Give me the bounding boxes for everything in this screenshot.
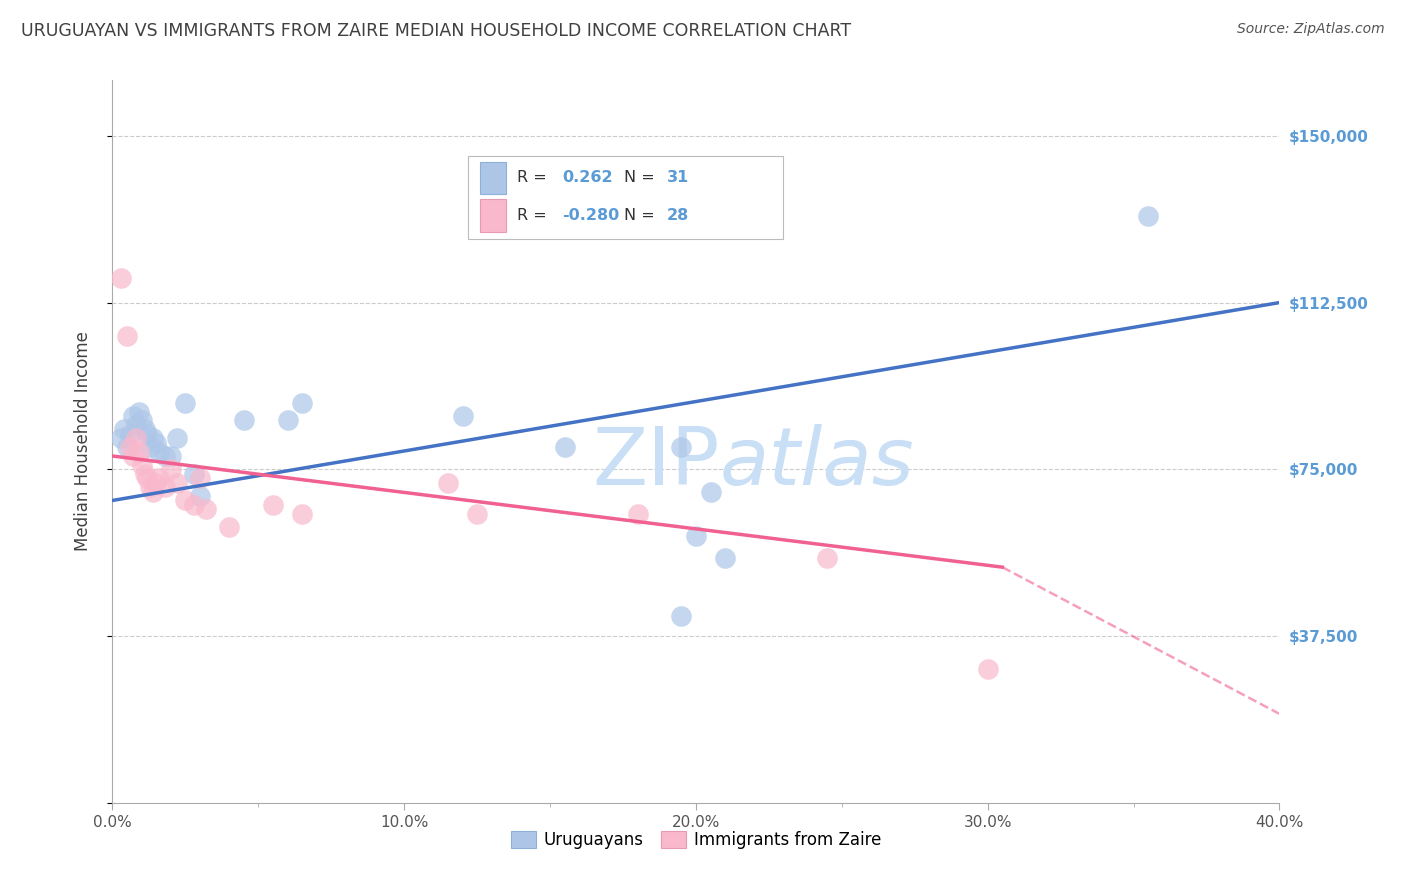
Text: URUGUAYAN VS IMMIGRANTS FROM ZAIRE MEDIAN HOUSEHOLD INCOME CORRELATION CHART: URUGUAYAN VS IMMIGRANTS FROM ZAIRE MEDIA… [21,22,851,40]
Point [125,431,148,445]
Text: Source: ZipAtlas.com: Source: ZipAtlas.com [1237,22,1385,37]
Point [115,440,138,454]
Point [714,551,737,566]
Point [134,422,156,436]
Text: -0.280: -0.280 [562,208,619,223]
Point [194,502,217,516]
Point [153,480,176,494]
Text: R =: R = [517,170,553,186]
Point [262,498,284,512]
Point [160,462,183,476]
Point [134,467,156,481]
Text: N =: N = [624,208,659,223]
Point [465,507,488,521]
Point [115,329,138,343]
Point [437,475,460,490]
Point [627,507,650,521]
Point [174,395,197,409]
Point [166,475,188,490]
Point [128,404,150,418]
Point [174,493,197,508]
Point [122,449,145,463]
Bar [479,161,506,194]
Point [136,426,159,441]
Point [183,467,205,481]
Point [112,422,135,436]
Point [815,551,838,566]
Point [142,431,165,445]
Point [110,431,132,445]
Point [685,529,707,543]
Point [139,480,162,494]
Point [188,471,211,485]
Bar [479,199,506,232]
Point [1137,209,1160,223]
Point [145,475,167,490]
Point [188,489,211,503]
FancyBboxPatch shape [468,156,783,239]
Text: 31: 31 [666,170,689,186]
Point [160,449,183,463]
Point [218,520,240,534]
Text: atlas: atlas [720,425,914,502]
Text: N =: N = [624,170,659,186]
Point [142,484,165,499]
Point [139,440,162,454]
Text: 0.262: 0.262 [562,170,613,186]
Point [145,435,167,450]
Point [976,662,998,676]
Legend: Uruguayans, Immigrants from Zaire: Uruguayans, Immigrants from Zaire [503,824,889,856]
Point [131,458,153,472]
Point [136,471,159,485]
Point [128,444,150,458]
Point [671,609,693,624]
Text: 28: 28 [666,208,689,223]
Point [554,440,576,454]
Point [291,395,314,409]
Point [232,413,254,427]
Point [131,413,153,427]
Point [671,440,693,454]
Point [699,484,721,499]
Point [125,417,148,432]
Point [118,440,141,454]
Point [291,507,314,521]
Y-axis label: Median Household Income: Median Household Income [73,332,91,551]
Point [183,498,205,512]
Point [153,449,176,463]
Point [148,444,170,458]
Point [110,271,132,285]
Text: ZIP: ZIP [592,425,720,502]
Point [148,471,170,485]
Point [276,413,298,427]
Point [451,409,474,423]
Point [122,409,145,423]
Point [118,426,141,441]
Point [166,431,188,445]
Text: R =: R = [517,208,553,223]
